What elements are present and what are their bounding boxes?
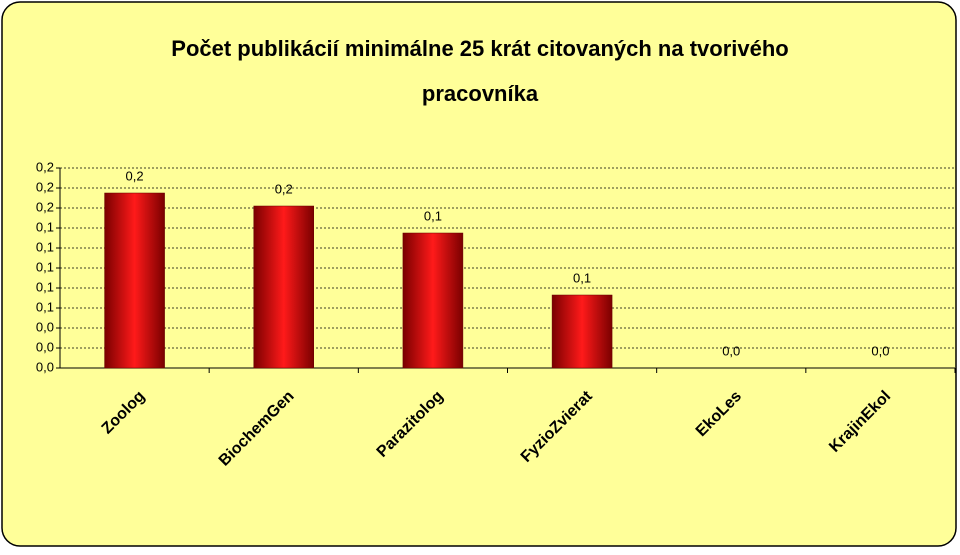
value-label: 0,2 (126, 168, 144, 183)
value-label: 0,0 (871, 343, 889, 358)
y-tick-label: 0,1 (36, 299, 54, 314)
value-label: 0,0 (722, 343, 740, 358)
y-tick-label: 0,0 (36, 339, 54, 354)
bar (253, 205, 314, 369)
y-tick-label: 0,2 (36, 159, 54, 174)
value-label: 0,1 (573, 270, 591, 285)
y-tick-label: 0,2 (36, 199, 54, 214)
y-tick-label: 0,1 (36, 239, 54, 254)
y-tick-label: 0,2 (36, 179, 54, 194)
chart-background (1, 1, 957, 547)
y-tick-label: 0,0 (36, 319, 54, 334)
value-label: 0,1 (424, 208, 442, 223)
bar (104, 192, 165, 369)
bar (551, 294, 613, 369)
chart-title: Počet publikácií minimálne 25 krát citov… (171, 36, 788, 106)
y-tick-label: 0,0 (36, 359, 54, 374)
y-tick-label: 0,1 (36, 259, 54, 274)
value-label: 0,2 (275, 181, 293, 196)
bar (402, 232, 464, 369)
y-tick-label: 0,1 (36, 219, 54, 234)
y-tick-label: 0,1 (36, 279, 54, 294)
